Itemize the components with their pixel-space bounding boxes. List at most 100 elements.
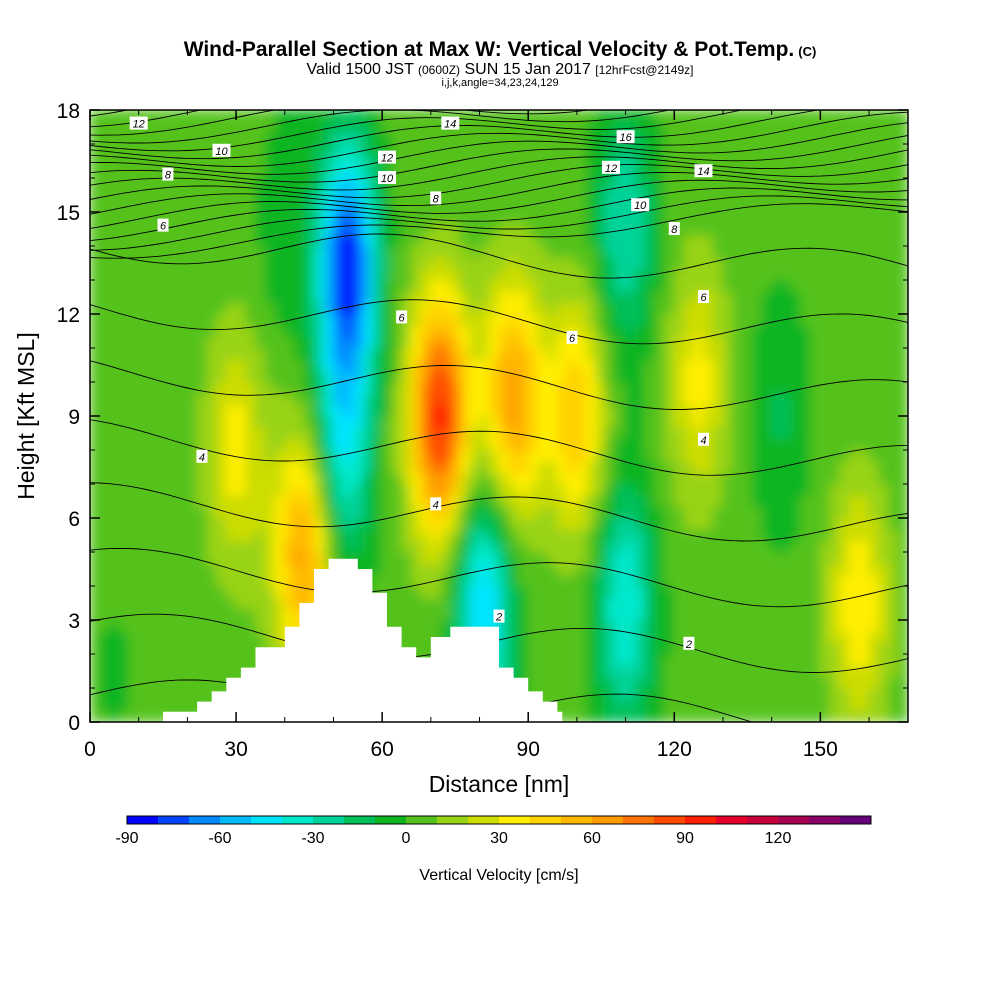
velocity-cell: [352, 234, 364, 247]
velocity-cell: [800, 245, 812, 258]
velocity-cell: [897, 687, 908, 700]
velocity-cell: [362, 166, 373, 179]
velocity-cell: [235, 370, 247, 383]
contour-label-text: 6: [399, 312, 406, 324]
velocity-cell: [644, 302, 656, 315]
velocity-cell: [683, 460, 695, 474]
velocity-cell: [741, 619, 753, 632]
velocity-cell: [381, 132, 393, 145]
velocity-cell: [576, 483, 588, 496]
velocity-cell: [634, 619, 646, 632]
velocity-cell: [644, 540, 656, 553]
velocity-cell: [517, 483, 529, 496]
velocity-cell: [595, 154, 607, 168]
velocity-cell: [595, 222, 607, 236]
velocity-cell: [654, 630, 666, 644]
x-tick-label: 120: [657, 738, 692, 761]
velocity-cell: [245, 517, 257, 530]
velocity-cell: [401, 540, 412, 553]
velocity-cell: [430, 460, 442, 474]
velocity-cell: [90, 585, 101, 598]
contour-label-bg: [493, 609, 505, 623]
velocity-cell: [741, 234, 753, 247]
velocity-cell: [245, 245, 257, 258]
velocity-cell: [216, 642, 227, 655]
velocity-cell: [537, 449, 549, 462]
velocity-cell: [547, 110, 558, 122]
velocity-cell: [108, 415, 120, 428]
velocity-cell: [186, 698, 198, 712]
velocity-cell: [858, 653, 870, 666]
velocity-cell: [420, 347, 432, 360]
velocity-cell: [274, 279, 286, 292]
velocity-cell: [342, 279, 354, 292]
velocity-cell: [576, 415, 588, 428]
velocity-cell: [576, 256, 588, 270]
velocity-cell: [771, 290, 782, 304]
velocity-cell: [167, 449, 179, 462]
velocity-cell: [235, 347, 247, 360]
velocity-cell: [839, 653, 851, 666]
velocity-cell: [849, 358, 860, 372]
velocity-cell: [352, 449, 364, 462]
velocity-cell: [839, 494, 851, 508]
velocity-cell: [615, 551, 627, 564]
velocity-cell: [722, 619, 734, 632]
velocity-cell: [586, 211, 597, 224]
velocity-cell: [800, 358, 812, 372]
velocity-cell: [255, 404, 266, 417]
velocity-cell: [294, 211, 305, 224]
velocity-cell: [615, 120, 627, 134]
velocity-cell: [858, 664, 870, 678]
velocity-cell: [323, 517, 334, 530]
velocity-cell: [371, 279, 383, 292]
contour-label-bg: [668, 222, 680, 235]
velocity-cell: [401, 120, 412, 134]
velocity-cell: [771, 585, 782, 598]
velocity-cell: [819, 404, 831, 417]
velocity-cell: [625, 438, 636, 451]
velocity-cell: [839, 336, 851, 349]
velocity-cell: [303, 392, 315, 406]
velocity-cell: [654, 415, 666, 428]
velocity-cell: [615, 404, 627, 417]
velocity-cell: [225, 211, 237, 224]
velocity-cell: [683, 494, 695, 508]
velocity-cell: [644, 687, 656, 700]
velocity-cell: [878, 596, 890, 610]
velocity-cell: [235, 222, 247, 236]
velocity-cell: [761, 324, 773, 338]
velocity-cell: [761, 460, 773, 474]
velocity-cell: [615, 426, 627, 440]
velocity-cell: [673, 676, 685, 689]
velocity-cell: [595, 302, 607, 315]
velocity-cell: [216, 449, 227, 462]
velocity-cell: [352, 222, 364, 236]
velocity-cell: [90, 110, 101, 122]
velocity-cell: [634, 710, 646, 722]
velocity-cell: [664, 120, 675, 134]
velocity-cell: [157, 460, 169, 474]
velocity-cell: [235, 528, 247, 542]
velocity-cell: [294, 290, 305, 304]
velocity-cell: [138, 256, 149, 270]
velocity-cell: [498, 574, 510, 587]
velocity-cell: [391, 438, 403, 451]
velocity-cell: [479, 177, 490, 190]
velocity-cell: [99, 256, 110, 270]
velocity-cell: [547, 460, 558, 474]
velocity-cell: [274, 404, 286, 417]
velocity-cell: [206, 358, 218, 372]
velocity-cell: [177, 460, 188, 474]
colorbar-tick-label: 90: [676, 830, 694, 847]
colorbar-segment: [437, 816, 469, 824]
velocity-cell: [440, 460, 451, 474]
velocity-cell: [849, 245, 860, 258]
velocity-cell: [634, 110, 646, 122]
velocity-cell: [537, 562, 549, 576]
velocity-cell: [264, 540, 276, 553]
velocity-cell: [449, 143, 461, 156]
velocity-cell: [800, 290, 812, 304]
velocity-cell: [849, 585, 860, 598]
velocity-cell: [576, 392, 588, 406]
